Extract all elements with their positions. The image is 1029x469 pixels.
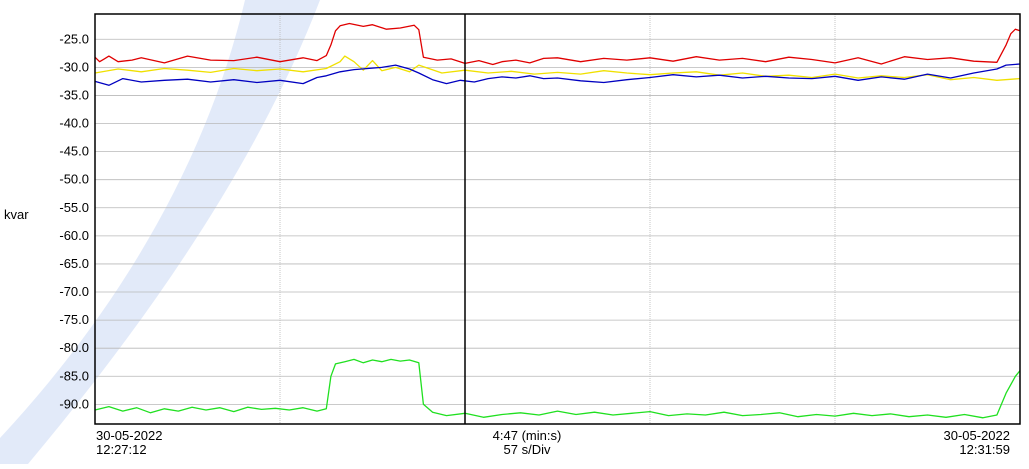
plot-frame <box>94 13 1021 425</box>
y-tick-label: -25.0 <box>59 31 89 46</box>
y-tick-label: -70.0 <box>59 284 89 299</box>
x-end-date: 30-05-2022 <box>943 428 1011 443</box>
series-line-3 <box>94 63 1021 86</box>
y-tick-label: -90.0 <box>59 396 89 411</box>
series-line-1 <box>94 22 1021 66</box>
y-tick-label: -45.0 <box>59 144 89 159</box>
x-start-label: 30-05-2022 12:27:12 <box>96 429 163 457</box>
x-end-time: 12:31:59 <box>959 442 1010 457</box>
y-tick-label: -85.0 <box>59 368 89 383</box>
y-tick-label: -30.0 <box>59 59 89 74</box>
y-tick-label: -75.0 <box>59 312 89 327</box>
x-start-time: 12:27:12 <box>96 442 147 457</box>
x-start-date: 30-05-2022 <box>96 428 163 443</box>
y-tick-label: -80.0 <box>59 340 89 355</box>
watermark-band <box>0 0 320 464</box>
y-tick-label: -35.0 <box>59 87 89 102</box>
y-axis-ticks: -25.0 -30.0 -35.0 -40.0 -45.0 -50.0 -55.0 -60.0… <box>59 31 89 411</box>
x-scale-label: 4:47 (min:s) 57 s/Div <box>457 429 597 457</box>
x-scale: 57 s/Div <box>503 442 551 457</box>
y-tick-label: -50.0 <box>59 172 89 187</box>
series-line-2 <box>94 55 1021 81</box>
x-span: 4:47 (min:s) <box>492 428 562 443</box>
grid-lines <box>95 14 1020 424</box>
x-end-label: 30-05-2022 12:31:59 <box>898 428 1011 457</box>
series-line-4 <box>94 358 1021 419</box>
y-tick-label: -65.0 <box>59 256 89 271</box>
y-tick-label: -55.0 <box>59 200 89 215</box>
y-tick-label: -40.0 <box>59 116 89 131</box>
y-axis-label: kvar <box>4 207 29 222</box>
y-tick-label: -60.0 <box>59 228 89 243</box>
